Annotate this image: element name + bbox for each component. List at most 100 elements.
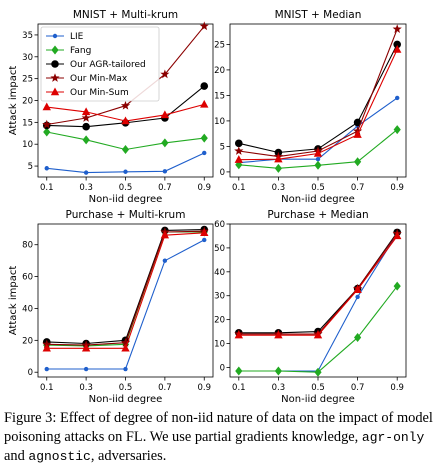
data-point: [274, 154, 283, 163]
data-point: [42, 119, 52, 129]
legend-marker: [52, 33, 58, 39]
series-line: [46, 232, 205, 349]
y-axis-label: Attack impact: [8, 266, 19, 336]
data-point: [42, 102, 51, 111]
data-point: [123, 169, 128, 174]
data-point: [200, 228, 209, 236]
data-point: [393, 45, 402, 53]
series-line: [238, 233, 398, 372]
legend-label: Fang: [70, 46, 91, 56]
legend-label: Our Min-Max: [70, 74, 128, 84]
data-point: [274, 366, 282, 376]
y-tick-label: 20: [22, 336, 33, 346]
legend-box: [40, 26, 160, 102]
chart-title: MNIST + Multi-krum: [73, 9, 178, 21]
data-point: [160, 69, 170, 79]
data-point: [199, 21, 209, 31]
series-our-agr-tailored: [235, 228, 402, 337]
x-tick-label: 0.1: [40, 183, 54, 193]
series-our-min-sum: [234, 231, 402, 339]
caption-text: Figure 3: Effect of degree of non-iid na…: [4, 410, 433, 445]
y-tick-label: 20: [22, 97, 33, 107]
x-axis-label: Non-iid degree: [89, 394, 163, 405]
series-fang: [43, 127, 208, 154]
series-our-min-sum: [234, 45, 402, 163]
data-point: [123, 366, 128, 372]
data-point: [120, 337, 131, 347]
data-point: [121, 144, 130, 154]
series-line: [238, 28, 398, 158]
chart-title: MNIST + Median: [275, 9, 362, 21]
legend-marker: [51, 45, 59, 55]
y-tick-label: 0: [220, 363, 225, 373]
legend-marker: [51, 60, 59, 68]
y-tick-label: 20: [214, 316, 225, 326]
y-tick-label: 30: [214, 292, 225, 302]
series-our-agr-tailored: [235, 40, 402, 157]
legend-label: Our AGR-tailored: [70, 60, 146, 70]
x-tick-label: 0.7: [158, 183, 172, 193]
axes-frame: [229, 223, 407, 378]
caption-and: and: [4, 448, 25, 464]
axes-frame: [37, 223, 214, 378]
series-our-min-max: [42, 226, 209, 349]
data-point: [42, 343, 51, 352]
data-point: [392, 24, 402, 33]
series-line: [238, 235, 398, 336]
x-tick-label: 0.9: [390, 383, 404, 393]
data-point: [162, 258, 168, 263]
data-point: [83, 366, 89, 372]
chart-panel-3: Purchase + Multi-krum 0.1 0.3 0.5 0.7 0.9 Non-…: [8, 209, 214, 405]
data-point: [353, 285, 362, 293]
data-point: [234, 330, 243, 339]
x-axis-label: Non-iid degree: [89, 194, 163, 205]
data-point: [354, 157, 362, 167]
series-line: [238, 44, 398, 154]
legend-label: LIE: [70, 32, 84, 42]
data-point: [44, 366, 49, 372]
x-tick-label: 0.1: [232, 383, 246, 393]
data-point: [83, 170, 89, 175]
data-point: [200, 99, 209, 108]
data-point: [393, 231, 402, 240]
data-point: [315, 156, 321, 162]
series-our-min-sum: [42, 228, 209, 352]
y-tick-label: 35: [22, 31, 33, 41]
legend: LIE Fang Our AGR-tailored Our Min-Max Our Mi…: [40, 26, 160, 102]
series-our-min-sum: [42, 99, 209, 125]
series-fang: [43, 227, 208, 351]
y-tick-label: 10: [214, 340, 225, 350]
data-point: [200, 133, 208, 143]
data-point: [81, 113, 91, 122]
legend-marker: [50, 87, 60, 96]
data-point: [121, 343, 130, 352]
series-our-min-max: [42, 21, 209, 129]
y-tick-label: 5: [28, 162, 33, 172]
data-point: [393, 40, 402, 49]
data-point: [121, 116, 130, 125]
series-lie: [44, 150, 207, 175]
legend-label: Our Min-Sum: [70, 88, 129, 98]
y-tick-label: 60: [214, 220, 225, 230]
data-point: [274, 163, 282, 173]
y-tick-label: 40: [22, 304, 33, 314]
data-point: [393, 281, 401, 291]
data-point: [353, 118, 362, 127]
data-point: [355, 294, 360, 300]
y-axis-label: Attack impact: [8, 66, 19, 136]
y-tick-label: 15: [214, 91, 225, 101]
series-line: [46, 229, 205, 345]
chart-title: Purchase + Multi-krum: [66, 209, 186, 221]
caption-code-agnostic: agnostic: [28, 449, 91, 464]
data-point: [82, 135, 90, 145]
data-point: [81, 107, 91, 116]
data-point: [82, 122, 90, 131]
data-point: [393, 125, 401, 135]
series-line: [46, 230, 205, 346]
data-point: [313, 330, 323, 339]
data-point: [43, 127, 51, 137]
y-tick-label: 60: [22, 273, 33, 283]
data-point: [354, 333, 362, 343]
x-tick-label: 0.3: [79, 383, 93, 393]
y-tick-label: 50: [214, 244, 225, 254]
